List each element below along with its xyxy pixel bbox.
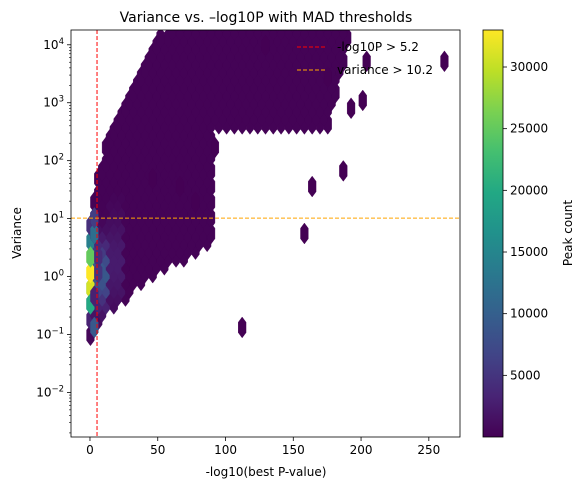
outlier-hexbin-10 xyxy=(175,175,185,198)
outlier-hexbin-4 xyxy=(358,89,367,112)
hexbin-cell-652 xyxy=(298,30,303,33)
hexbin-cell-649 xyxy=(274,30,280,33)
hexbin-cell-645 xyxy=(243,30,249,33)
y-axis-ticks: 10−2 10−1 100 101 102 103 104 xyxy=(36,37,71,434)
hexbin-layer xyxy=(86,30,449,347)
hexbin-cell-654 xyxy=(313,30,319,33)
hexbin-cell-635 xyxy=(339,30,348,41)
hexbin-cell-642 xyxy=(220,30,225,33)
y-tick-label: 104 xyxy=(43,37,64,52)
hexbin-cell-646 xyxy=(251,30,257,33)
colorbar-tick-label: 25000 xyxy=(510,122,548,136)
hexbin-cell-638 xyxy=(189,30,194,33)
outlier-hexbin-8 xyxy=(323,66,332,88)
legend-label-x: -log10P > 5.2 xyxy=(337,40,419,54)
x-axis-ticks: 0 50 100 150 200 250 xyxy=(86,437,440,457)
plot-area xyxy=(71,30,460,437)
outlier-hexbin-6 xyxy=(440,50,449,73)
colorbar-tick-label: 30000 xyxy=(510,60,548,74)
hexbin-cell-658 xyxy=(344,30,350,33)
outlier-hexbin-2 xyxy=(300,222,309,245)
x-axis-label: -log10(best P-value) xyxy=(206,465,327,479)
hexbin-cell-644 xyxy=(236,30,241,33)
hexbin-cell-656 xyxy=(329,30,334,33)
outlier-hexbin-12 xyxy=(148,167,157,190)
y-tick-label: 101 xyxy=(43,211,64,226)
x-tick-label: 50 xyxy=(150,443,165,457)
hexbin-cell-639 xyxy=(197,30,202,33)
colorbar-tick-label: 15000 xyxy=(510,245,548,259)
chart-title: Variance vs. –log10P with MAD thresholds xyxy=(120,10,413,26)
outlier-hexbin-1 xyxy=(308,175,317,198)
y-tick-label: 103 xyxy=(43,95,64,110)
x-tick-label: 100 xyxy=(214,443,237,457)
hexbin-cell-647 xyxy=(259,30,264,33)
hexbin-cell-648 xyxy=(267,30,272,33)
outlier-hexbin-9 xyxy=(210,136,220,159)
hexbin-cell-636 xyxy=(173,30,179,33)
hexbin-cell-637 xyxy=(181,30,187,33)
y-tick-label: 100 xyxy=(43,269,64,284)
x-tick-label: 0 xyxy=(86,443,94,457)
colorbar: 5000 10000 15000 20000 25000 30000 Peak count xyxy=(482,29,575,438)
ridge-hexbin-5 xyxy=(90,316,99,339)
y-tick-label: 102 xyxy=(43,153,64,168)
outlier-hexbin-11 xyxy=(191,191,200,213)
colorbar-gradient xyxy=(482,29,504,438)
hexbin-cell-653 xyxy=(306,30,311,33)
hexbin-cell-650 xyxy=(282,30,288,33)
hexbin-cell-643 xyxy=(228,30,233,33)
legend: -log10P > 5.2 variance > 10.2 xyxy=(297,40,433,77)
ridge-hexbin-6 xyxy=(90,207,99,229)
outlier-hexbin-7 xyxy=(362,50,371,73)
plot-frame xyxy=(70,29,461,438)
outlier-hexbin-0 xyxy=(339,160,348,182)
outlier-hexbin-3 xyxy=(238,316,247,339)
hexbin-cell-657 xyxy=(337,30,342,33)
x-tick-label: 200 xyxy=(350,443,373,457)
ridge-hexbin-9 xyxy=(90,285,99,307)
outlier-hexbin-5 xyxy=(346,97,356,120)
y-tick-label: 10−2 xyxy=(36,384,64,399)
ridge-hexbin-8 xyxy=(94,246,103,268)
y-tick-label: 10−1 xyxy=(36,326,64,341)
colorbar-ticks: 5000 10000 15000 20000 25000 30000 xyxy=(503,60,548,382)
colorbar-label: Peak count xyxy=(561,200,575,266)
outlier-hexbin-13 xyxy=(261,34,270,57)
x-tick-label: 250 xyxy=(417,443,440,457)
hexbin-cell-641 xyxy=(212,30,218,33)
colorbar-tick-label: 10000 xyxy=(510,307,548,321)
colorbar-tick-label: 20000 xyxy=(510,183,548,197)
x-tick-label: 150 xyxy=(282,443,305,457)
hexbin-cell-651 xyxy=(290,30,295,33)
colorbar-tick-label: 5000 xyxy=(510,368,541,382)
hexbin-cell-640 xyxy=(204,30,210,33)
legend-label-y: variance > 10.2 xyxy=(337,63,433,77)
y-axis-label: Variance xyxy=(10,207,24,259)
hexbin-cell-655 xyxy=(321,30,327,33)
